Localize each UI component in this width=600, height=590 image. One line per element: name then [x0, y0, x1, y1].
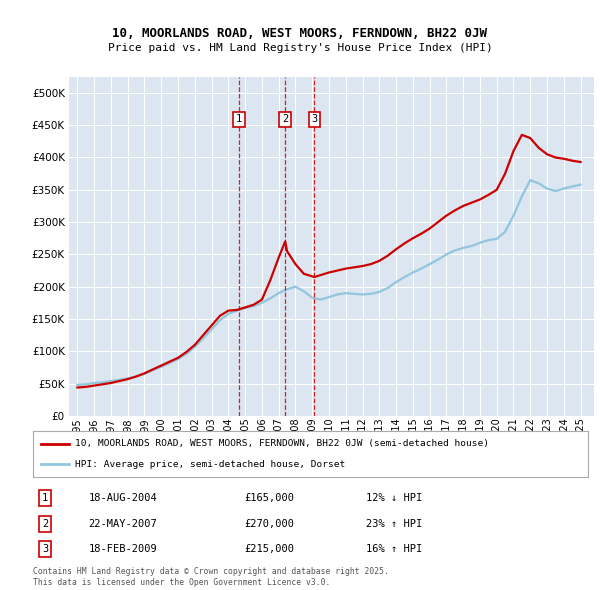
Text: 3: 3: [42, 544, 49, 554]
Text: 22-MAY-2007: 22-MAY-2007: [89, 519, 157, 529]
Text: 18-FEB-2009: 18-FEB-2009: [89, 544, 157, 554]
Text: 23% ↑ HPI: 23% ↑ HPI: [366, 519, 422, 529]
Text: HPI: Average price, semi-detached house, Dorset: HPI: Average price, semi-detached house,…: [74, 460, 345, 469]
Text: 16% ↑ HPI: 16% ↑ HPI: [366, 544, 422, 554]
Text: Contains HM Land Registry data © Crown copyright and database right 2025.
This d: Contains HM Land Registry data © Crown c…: [33, 568, 389, 586]
Text: £270,000: £270,000: [244, 519, 294, 529]
Text: 2: 2: [282, 114, 289, 124]
Text: 10, MOORLANDS ROAD, WEST MOORS, FERNDOWN, BH22 0JW (semi-detached house): 10, MOORLANDS ROAD, WEST MOORS, FERNDOWN…: [74, 439, 488, 448]
Text: 18-AUG-2004: 18-AUG-2004: [89, 493, 157, 503]
Text: 10, MOORLANDS ROAD, WEST MOORS, FERNDOWN, BH22 0JW: 10, MOORLANDS ROAD, WEST MOORS, FERNDOWN…: [113, 27, 487, 40]
Text: 12% ↓ HPI: 12% ↓ HPI: [366, 493, 422, 503]
Text: 1: 1: [236, 114, 242, 124]
Text: 3: 3: [311, 114, 317, 124]
Text: 1: 1: [42, 493, 49, 503]
Text: £215,000: £215,000: [244, 544, 294, 554]
Text: £165,000: £165,000: [244, 493, 294, 503]
Text: Price paid vs. HM Land Registry's House Price Index (HPI): Price paid vs. HM Land Registry's House …: [107, 44, 493, 53]
Text: 2: 2: [42, 519, 49, 529]
